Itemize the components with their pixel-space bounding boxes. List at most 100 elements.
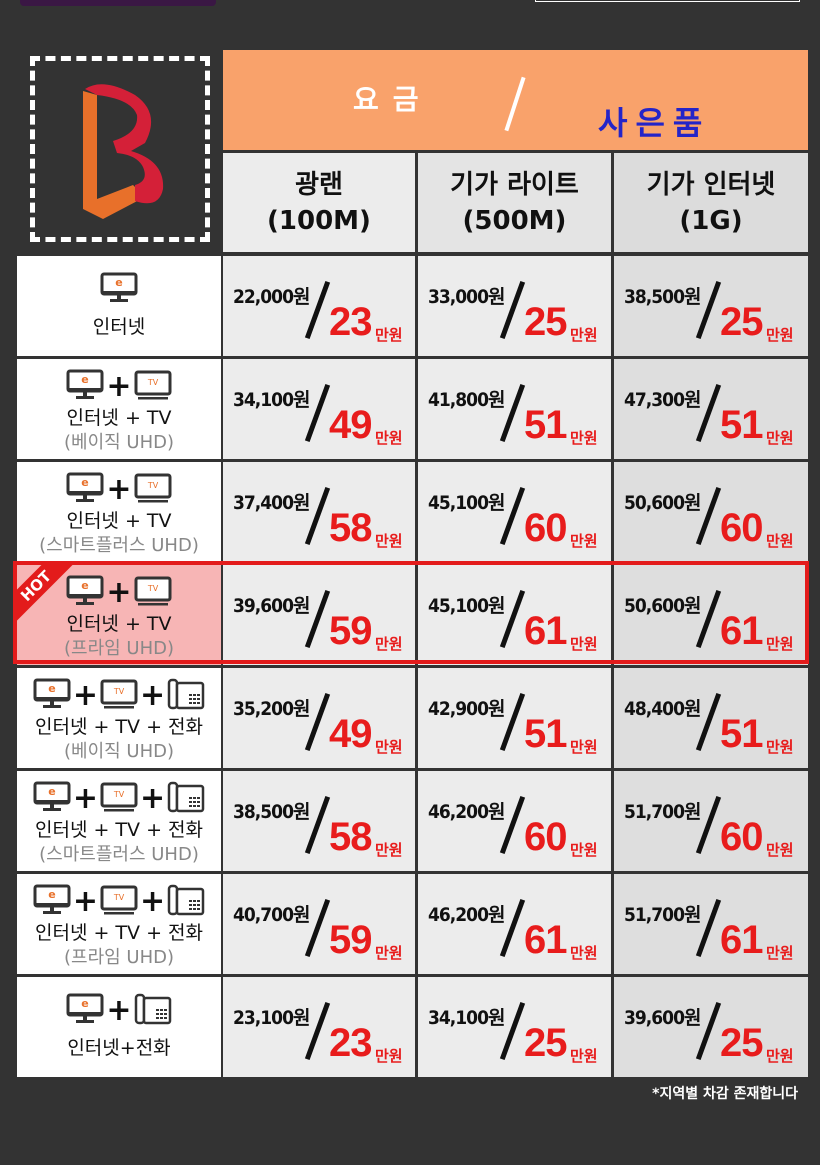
price-cell: 47,300원 51 만원 bbox=[614, 359, 808, 459]
monthly-fee: 45,100원 bbox=[428, 595, 505, 617]
gift-unit: 만원 bbox=[766, 635, 794, 653]
service-icons: e + TV + bbox=[17, 678, 221, 714]
monthly-fee: 22,000원 bbox=[233, 286, 310, 308]
monthly-fee: 39,600원 bbox=[624, 1007, 701, 1029]
svg-text:TV: TV bbox=[146, 584, 158, 593]
monitor-icon: e bbox=[100, 272, 138, 309]
service-label: 인터넷 bbox=[92, 316, 146, 338]
logo bbox=[30, 56, 210, 242]
svg-text:e: e bbox=[48, 888, 55, 901]
gift-amount: 58 bbox=[329, 815, 372, 859]
table-header: 요금 사은품 bbox=[223, 50, 808, 150]
price-cell: 22,000원 23 만원 bbox=[223, 256, 415, 356]
monthly-fee: 35,200원 bbox=[233, 698, 310, 720]
column-speed: (100M) bbox=[267, 206, 371, 236]
column-header: 광랜 (100M) bbox=[223, 153, 415, 252]
monthly-fee: 45,100원 bbox=[428, 492, 505, 514]
svg-text:e: e bbox=[82, 373, 89, 386]
plus-icon: + bbox=[106, 472, 132, 507]
monthly-fee: 38,500원 bbox=[233, 801, 310, 823]
monthly-fee: 50,600원 bbox=[624, 492, 701, 514]
price-cell: 35,200원 49 만원 bbox=[223, 668, 415, 768]
service-sublabel: (프라임 UHD) bbox=[63, 638, 175, 659]
tv-icon: TV bbox=[134, 575, 172, 612]
header-slash bbox=[504, 76, 526, 132]
price-cell: 37,400원 58 만원 bbox=[223, 462, 415, 562]
monitor-icon: e bbox=[66, 575, 104, 612]
service-label: 인터넷 + TV + 전화 bbox=[34, 819, 203, 841]
monthly-fee: 41,800원 bbox=[428, 389, 505, 411]
service-label: 인터넷 + TV bbox=[66, 613, 172, 635]
plus-icon: + bbox=[72, 678, 98, 713]
top-box bbox=[535, 0, 800, 2]
gift-amount: 49 bbox=[329, 712, 372, 756]
gift-amount: 49 bbox=[329, 403, 372, 447]
gift-amount: 23 bbox=[329, 1021, 372, 1065]
price-cell: 41,800원 51 만원 bbox=[418, 359, 611, 459]
price-cell: 40,700원 59 만원 bbox=[223, 874, 415, 974]
gift-amount: 60 bbox=[720, 506, 763, 550]
footnote: *지역별 차감 존재합니다 bbox=[652, 1086, 798, 1102]
price-cell: 50,600원 61 만원 bbox=[614, 565, 808, 665]
service-label: 인터넷 + TV bbox=[66, 407, 172, 429]
phone-icon bbox=[134, 993, 172, 1030]
price-cell: 48,400원 51 만원 bbox=[614, 668, 808, 768]
price-cell: 33,000원 25 만원 bbox=[418, 256, 611, 356]
svg-text:e: e bbox=[82, 997, 89, 1010]
svg-text:e: e bbox=[48, 785, 55, 798]
monthly-fee: 46,200원 bbox=[428, 904, 505, 926]
gift-amount: 23 bbox=[329, 300, 372, 344]
monthly-fee: 48,400원 bbox=[624, 698, 701, 720]
service-label: 인터넷 + TV + 전화 bbox=[34, 922, 203, 944]
service-sublabel: (스마트플러스 UHD) bbox=[39, 535, 199, 556]
row-label: e + TV 인터넷 + TV (스마트플러스 UHD) bbox=[17, 462, 221, 562]
gift-amount: 51 bbox=[524, 712, 567, 756]
gift-unit: 만원 bbox=[570, 1047, 598, 1065]
gift-amount: 59 bbox=[329, 918, 372, 962]
row-label: e + TV 인터넷 + TV (베이직 UHD) bbox=[17, 359, 221, 459]
gift-amount: 25 bbox=[524, 300, 567, 344]
monthly-fee: 46,200원 bbox=[428, 801, 505, 823]
gift-amount: 60 bbox=[524, 506, 567, 550]
monthly-fee: 34,100원 bbox=[233, 389, 310, 411]
service-sublabel: (프라임 UHD) bbox=[63, 947, 175, 968]
gift-unit: 만원 bbox=[570, 841, 598, 859]
svg-text:TV: TV bbox=[113, 893, 125, 902]
row-label: e + TV + 인터넷 + TV + 전화 (베이직 UHD) bbox=[17, 668, 221, 768]
gift-amount: 58 bbox=[329, 506, 372, 550]
row-label: e + 인터넷+전화 bbox=[17, 977, 221, 1077]
service-icons: e + bbox=[17, 993, 221, 1029]
tv-icon: TV bbox=[134, 369, 172, 406]
price-cell: 46,200원 60 만원 bbox=[418, 771, 611, 871]
gift-amount: 61 bbox=[720, 918, 763, 962]
b-logo-icon bbox=[83, 84, 164, 219]
gift-unit: 만원 bbox=[766, 429, 794, 447]
svg-text:e: e bbox=[48, 682, 55, 695]
gift-unit: 만원 bbox=[375, 1047, 403, 1065]
price-cell: 39,600원 25 만원 bbox=[614, 977, 808, 1077]
price-cell: 38,500원 58 만원 bbox=[223, 771, 415, 871]
monthly-fee: 23,100원 bbox=[233, 1007, 310, 1029]
price-cell: 34,100원 49 만원 bbox=[223, 359, 415, 459]
price-cell: 51,700원 61 만원 bbox=[614, 874, 808, 974]
price-cell: 38,500원 25 만원 bbox=[614, 256, 808, 356]
service-sublabel: (베이직 UHD) bbox=[63, 741, 175, 762]
gift-unit: 만원 bbox=[766, 1047, 794, 1065]
row-label: e + TV + 인터넷 + TV + 전화 (프라임 UHD) bbox=[17, 874, 221, 974]
svg-text:TV: TV bbox=[113, 790, 125, 799]
monthly-fee: 38,500원 bbox=[624, 286, 701, 308]
gift-amount: 25 bbox=[524, 1021, 567, 1065]
monitor-icon: e bbox=[66, 993, 104, 1030]
row-label: e + TV + 인터넷 + TV + 전화 (스마트플러스 UHD) bbox=[17, 771, 221, 871]
price-cell: 42,900원 51 만원 bbox=[418, 668, 611, 768]
tv-icon: TV bbox=[134, 472, 172, 509]
service-icons: e + TV bbox=[17, 472, 221, 508]
service-icons: e + TV bbox=[17, 369, 221, 405]
gift-unit: 만원 bbox=[375, 944, 403, 962]
tv-icon: TV bbox=[100, 884, 138, 921]
monthly-fee: 42,900원 bbox=[428, 698, 505, 720]
tv-icon: TV bbox=[100, 781, 138, 818]
monthly-fee: 34,100원 bbox=[428, 1007, 505, 1029]
gift-amount: 60 bbox=[524, 815, 567, 859]
gift-unit: 만원 bbox=[375, 429, 403, 447]
